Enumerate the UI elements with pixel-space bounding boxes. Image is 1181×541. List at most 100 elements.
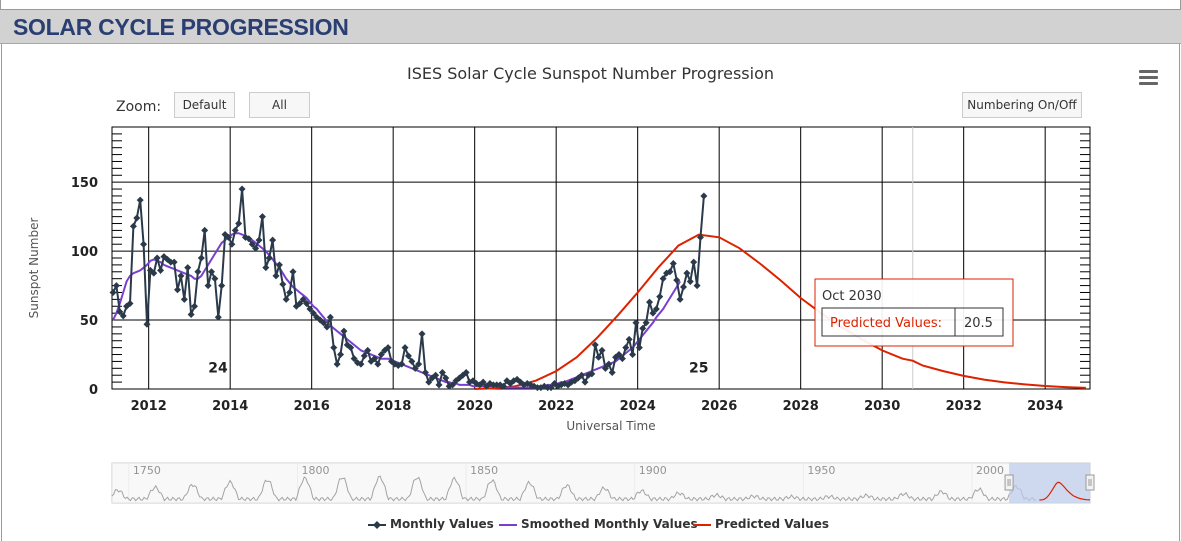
zoom-all-button[interactable]: All: [249, 92, 310, 118]
monthly-point: [357, 360, 365, 368]
handle-grip: [1004, 474, 1014, 491]
minor-ticks: [112, 126, 1090, 383]
monthly-point: [449, 381, 457, 389]
monthly-point: [296, 300, 304, 308]
monthly-point: [442, 374, 450, 382]
monthly-point: [333, 360, 341, 368]
cycle-label: 25: [689, 360, 708, 376]
monthly-point: [191, 302, 199, 310]
monthly-point: [340, 327, 348, 335]
navigator-selection: [1009, 463, 1090, 503]
tooltip-value: 20.5: [964, 316, 993, 331]
monthly-point: [180, 295, 188, 303]
navigator: 175018001850190019502000: [111, 462, 1095, 504]
monthly-point: [211, 275, 219, 283]
tooltip-date: Oct 2030: [822, 289, 882, 304]
monthly-point: [618, 355, 626, 363]
legend-item-monthly[interactable]: Monthly Values: [368, 517, 494, 531]
legend-item-smoothed[interactable]: Smoothed Monthly Values: [499, 517, 698, 531]
x-tick-label: 2028: [783, 399, 819, 414]
monthly-point: [415, 360, 423, 368]
monthly-point: [398, 360, 406, 368]
monthly-point: [214, 313, 222, 321]
monthly-point: [690, 258, 698, 266]
monthly-point: [289, 268, 297, 276]
monthly-point: [126, 300, 134, 308]
monthly-point: [347, 344, 355, 352]
monthly-point: [143, 320, 151, 328]
monthly-point: [401, 344, 409, 352]
cycle-label: 24: [208, 360, 228, 376]
tooltip-label: Predicted Values:: [830, 316, 942, 331]
monthly-point: [204, 282, 212, 290]
navigator-outside-mask: [112, 463, 1010, 503]
monthly-point: [262, 264, 270, 272]
monthly-point: [374, 360, 382, 368]
monthly-point: [269, 236, 277, 244]
monthly-point: [112, 282, 120, 290]
monthly-point: [646, 298, 654, 306]
monthly-point: [500, 382, 508, 390]
monthly-point: [245, 235, 253, 243]
navigator-right-handle[interactable]: [1085, 474, 1095, 491]
handle-grip: [1085, 474, 1095, 491]
numbering-toggle-button[interactable]: Numbering On/Off: [962, 92, 1082, 118]
zoom-label: Zoom:: [116, 99, 162, 115]
monthly-point: [696, 233, 704, 241]
monthly-point: [683, 269, 691, 277]
monthly-point: [608, 368, 616, 376]
monthly-point: [649, 309, 657, 317]
y-tick-label: 0: [89, 383, 98, 398]
monthly-point: [197, 254, 205, 262]
zoom-default-button[interactable]: Default: [174, 92, 235, 118]
monthly-point: [248, 240, 256, 248]
navigator-predicted-line: [1039, 481, 1091, 501]
monthly-point: [157, 266, 165, 274]
monthly-point: [384, 344, 392, 352]
monthly-point: [272, 272, 280, 280]
chart-title: ISES Solar Cycle Sunspot Number Progress…: [407, 64, 774, 83]
monthly-point: [652, 305, 660, 313]
monthly-point: [275, 261, 283, 269]
monthly-point: [435, 381, 443, 389]
monthly-point: [605, 360, 613, 368]
page-title: SOLAR CYCLE PROGRESSION: [13, 14, 349, 40]
series-monthly-markers: [109, 185, 708, 392]
chart-legend: Monthly Values Smoothed Monthly Values P…: [0, 517, 1181, 537]
monthly-point: [194, 268, 202, 276]
monthly-point: [360, 352, 368, 360]
monthly-point: [207, 268, 215, 276]
monthly-point: [581, 378, 589, 386]
monthly-point: [421, 368, 429, 376]
monthly-point: [666, 268, 674, 276]
monthly-point: [174, 286, 182, 294]
monthly-point: [279, 280, 287, 288]
monthly-point: [258, 213, 266, 221]
monthly-point: [133, 214, 141, 222]
monthly-point: [676, 295, 684, 303]
hamburger-menu-icon[interactable]: [1139, 70, 1158, 86]
x-tick-label: 2022: [538, 399, 574, 414]
x-tick-label: 2030: [864, 399, 900, 414]
monthly-point: [299, 295, 307, 303]
x-axis-title: Universal Time: [566, 419, 655, 433]
monthly-point: [411, 364, 419, 372]
x-tick-label: 2020: [457, 399, 493, 414]
monthly-point: [408, 357, 416, 365]
monthly-point: [303, 300, 311, 308]
legend-item-predicted[interactable]: Predicted Values: [693, 517, 829, 531]
monthly-point: [265, 254, 273, 262]
monthly-point: [235, 220, 243, 228]
section-header: SOLAR CYCLE PROGRESSION: [0, 10, 1181, 44]
monthly-point: [109, 288, 117, 296]
navigator-left-handle[interactable]: [1004, 474, 1014, 491]
tooltip-box: [814, 278, 1014, 347]
monthly-point: [622, 344, 630, 352]
monthly-point: [679, 283, 687, 291]
monthly-point: [686, 277, 694, 285]
monthly-point: [438, 368, 446, 376]
monthly-point: [635, 344, 643, 352]
monthly-point: [418, 330, 426, 338]
monthly-point: [629, 351, 637, 359]
